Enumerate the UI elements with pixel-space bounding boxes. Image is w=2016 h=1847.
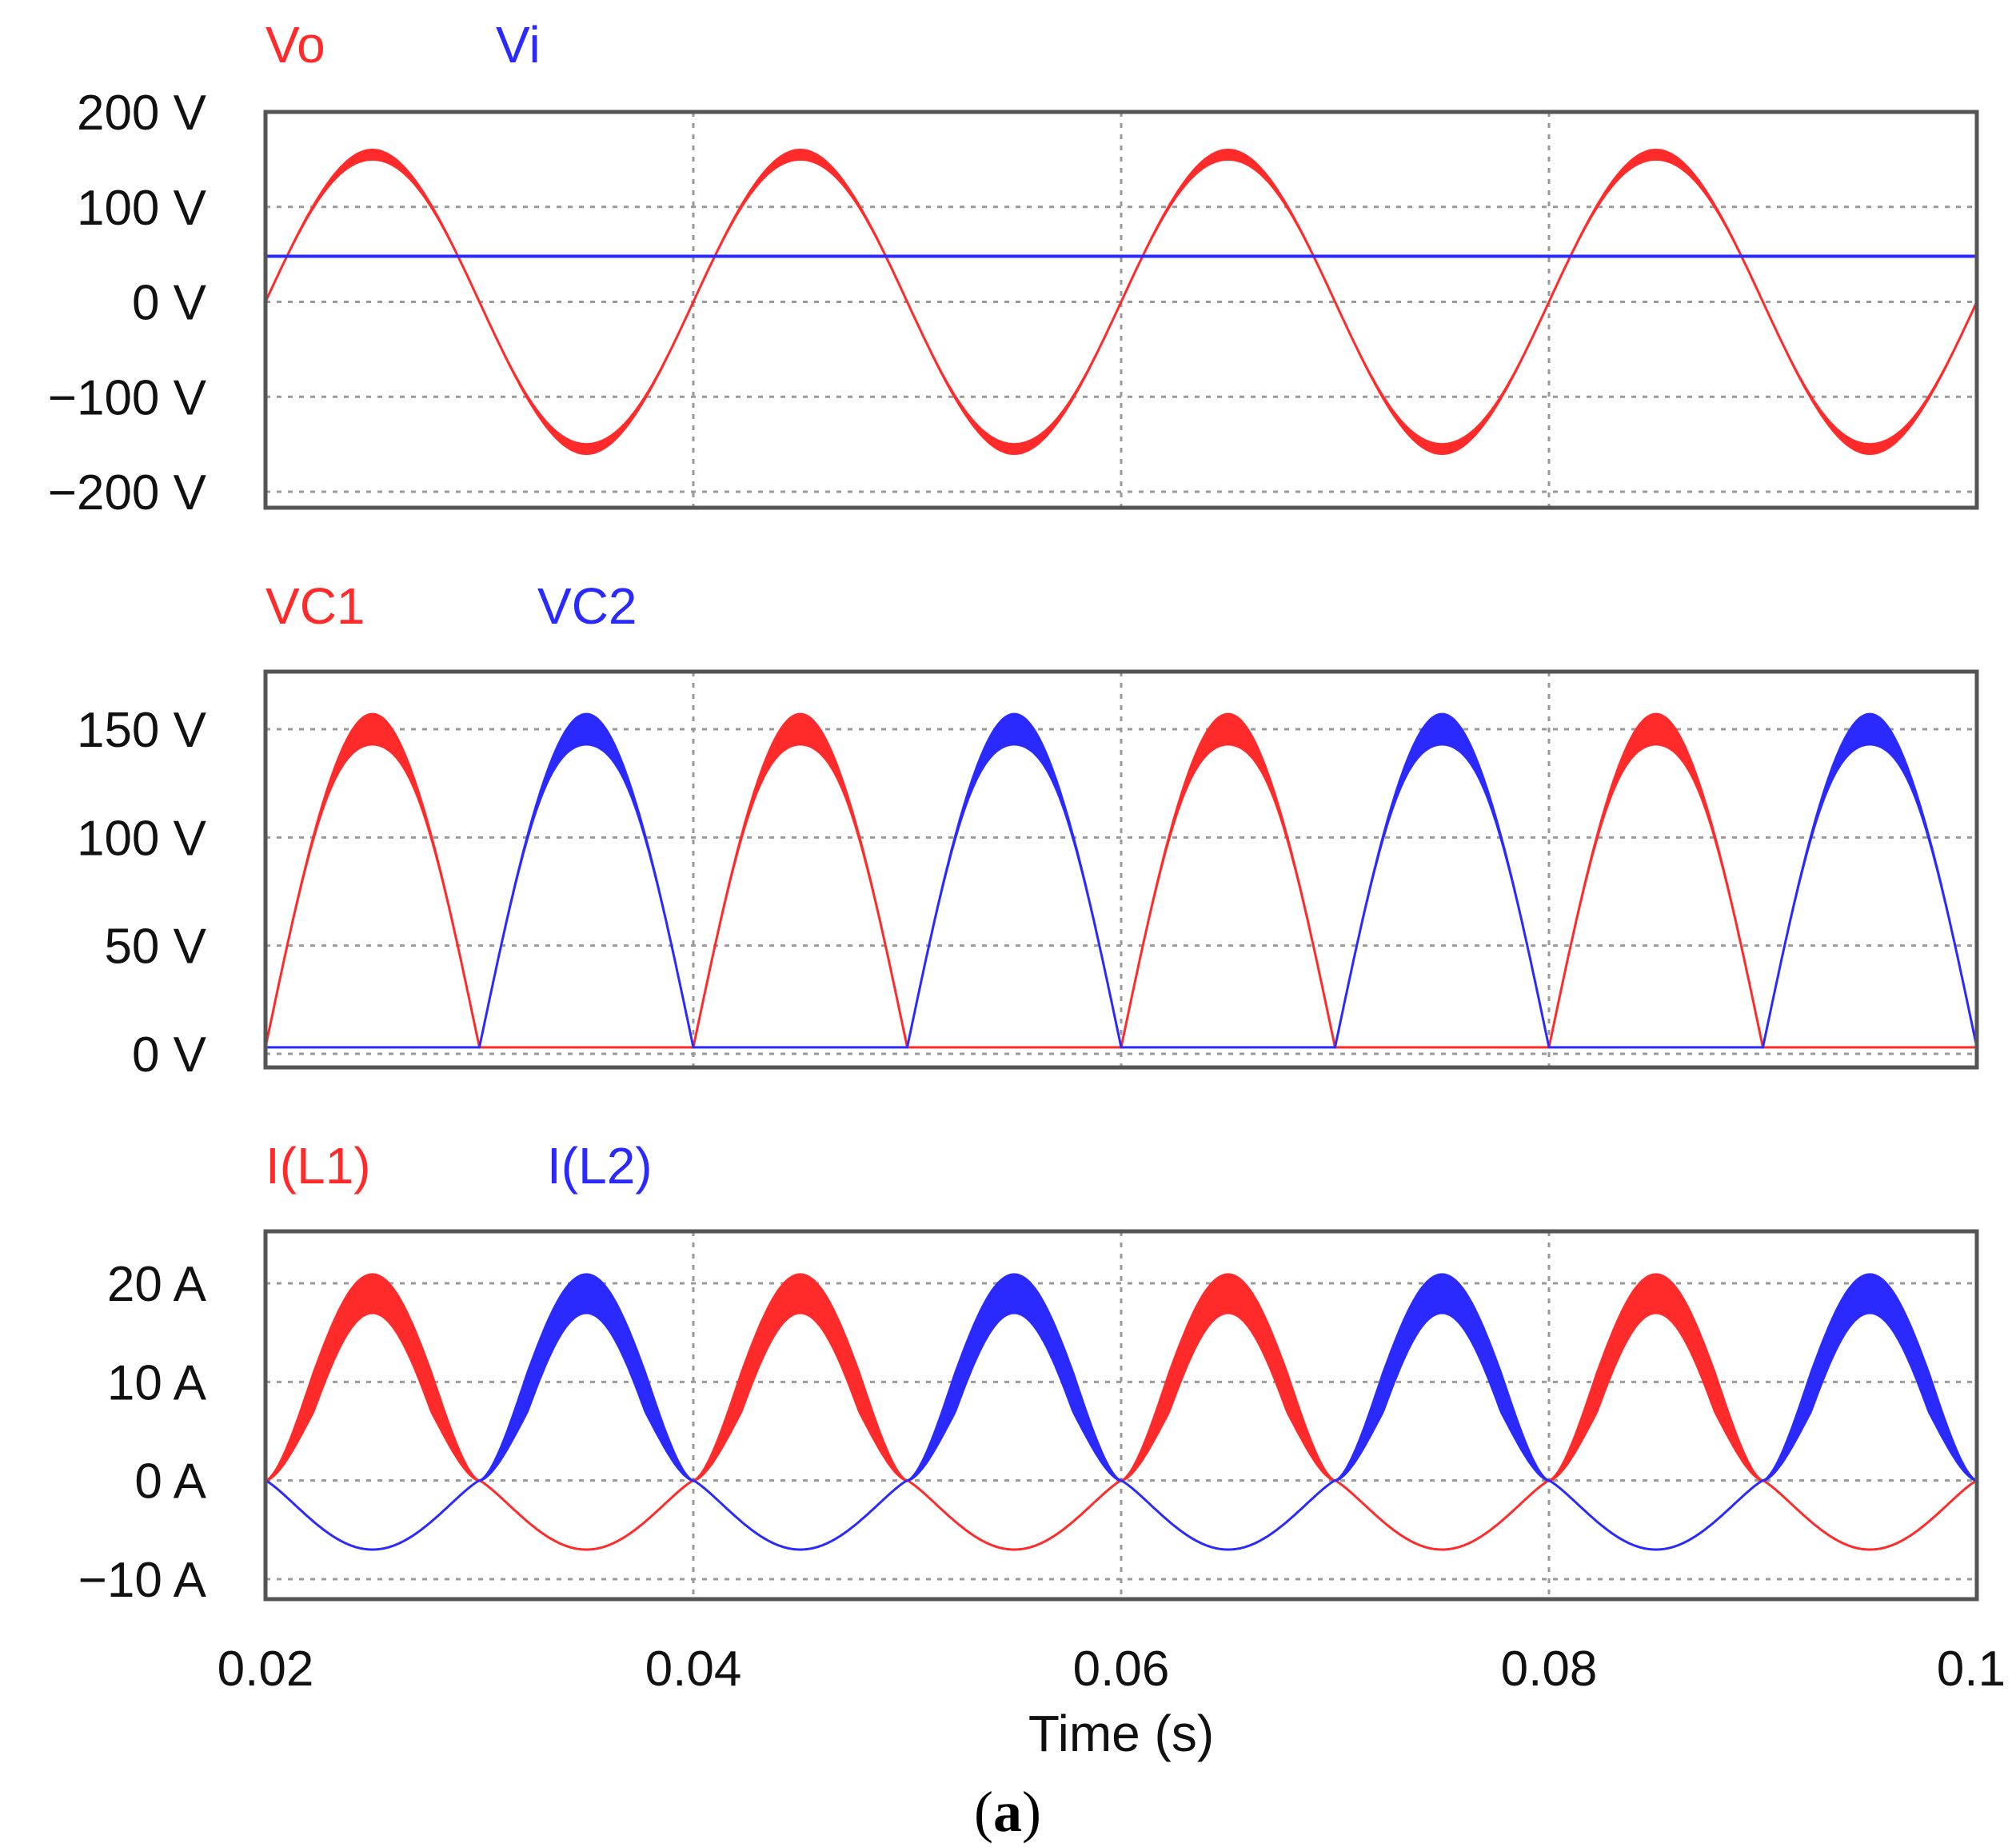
x-tick-label: 0.08 [1501, 1642, 1598, 1697]
y-tick-label: −10 A [78, 1553, 207, 1608]
y-tick-label: 0 A [134, 1454, 206, 1510]
plot-area-panel-1 [264, 148, 1978, 456]
caption-close-paren: ) [1022, 1780, 1041, 1844]
y-axis-panel-2: 150 V 100 V 50 V 0 V [77, 703, 207, 1083]
legend-vo: Vo [265, 16, 325, 74]
y-tick-label: 150 V [77, 703, 207, 758]
y-tick-label: 20 A [107, 1257, 207, 1312]
caption-letter: a [993, 1780, 1022, 1844]
y-axis-panel-3: 20 A 10 A 0 A −10 A [78, 1257, 207, 1608]
y-tick-label: −100 V [48, 370, 207, 425]
series-vo [264, 148, 1978, 456]
y-tick-label: −200 V [48, 465, 207, 521]
caption-open-paren: ( [974, 1780, 993, 1844]
y-tick-label: 100 V [77, 811, 207, 866]
x-tick-label: 0.04 [645, 1642, 742, 1697]
frame-panel-2 [263, 669, 1979, 1070]
legend-il1: I(L1) [265, 1137, 371, 1195]
legend-vi: Vi [496, 16, 541, 74]
panel-inductor-currents: I(L1) I(L2) 20 A 10 A 0 A −10 A [78, 1137, 1979, 1608]
y-tick-label: 0 V [132, 276, 207, 331]
y-tick-label: 50 V [104, 920, 206, 975]
y-axis-panel-1: 200 V 100 V 0 V −100 V −200 V [48, 86, 207, 521]
figure-caption: (a) [974, 1780, 1041, 1844]
x-axis: 0.02 0.04 0.06 0.08 0.1 [218, 1642, 2006, 1697]
x-tick-label: 0.1 [1937, 1642, 2006, 1697]
grid-panel-2 [265, 672, 1977, 1067]
x-axis-title: Time (s) [1028, 1705, 1214, 1762]
y-tick-label: 10 A [107, 1355, 207, 1410]
y-tick-label: 200 V [77, 86, 207, 141]
grid-panel-3 [265, 1231, 1977, 1599]
frame-panel-1 [263, 110, 1979, 510]
panel-capacitor-voltages: VC1 VC2 150 V 100 V 50 V 0 V [77, 577, 1979, 1083]
y-tick-label: 100 V [77, 181, 207, 236]
x-tick-label: 0.02 [218, 1642, 314, 1697]
series-vc1 [264, 712, 1977, 1049]
legend-vc2: VC2 [537, 577, 637, 635]
y-tick-label: 0 V [132, 1027, 207, 1083]
legend-vc1: VC1 [265, 577, 365, 635]
legend-il2: I(L2) [547, 1137, 653, 1195]
frame-panel-3 [263, 1229, 1979, 1602]
grid-panel-1 [265, 112, 1977, 508]
panel-voltage-output-input: Vo Vi 200 V 100 V 0 V −100 V −200 V [48, 16, 1979, 521]
x-tick-label: 0.06 [1073, 1642, 1170, 1697]
